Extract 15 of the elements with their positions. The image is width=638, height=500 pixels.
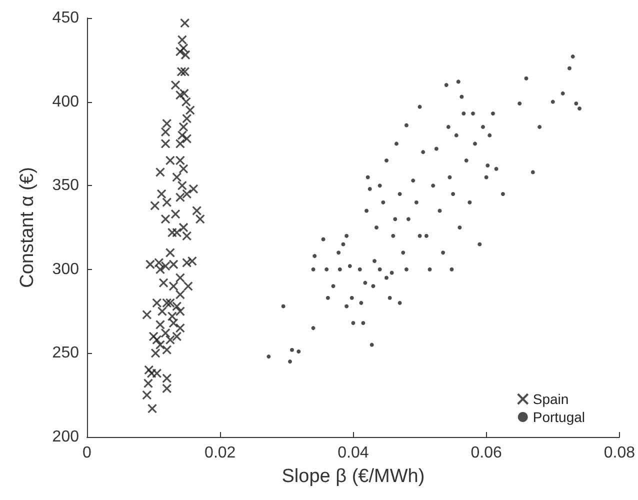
y-tick-label: 350 (52, 177, 80, 194)
x-axis-title: Slope β (€/MWh) (282, 466, 425, 487)
y-tick-label: 300 (52, 260, 80, 278)
legend-label: Portugal (532, 409, 586, 425)
y-tick-label: 250 (52, 344, 80, 362)
y-tick-label: 200 (52, 428, 80, 446)
x-tick-label: 0.08 (604, 444, 636, 462)
y-tick-label: 400 (52, 93, 80, 110)
y-axis-title: Constant α (€) (17, 167, 38, 288)
legend-label: Spain (532, 391, 569, 407)
x-tick-label: 0 (82, 444, 92, 462)
x-tick-label: 0.06 (470, 444, 502, 462)
y-tick-label: 450 (52, 10, 80, 26)
x-tick-label: 0.04 (338, 444, 369, 462)
x-tick-label: 0.02 (204, 444, 236, 462)
